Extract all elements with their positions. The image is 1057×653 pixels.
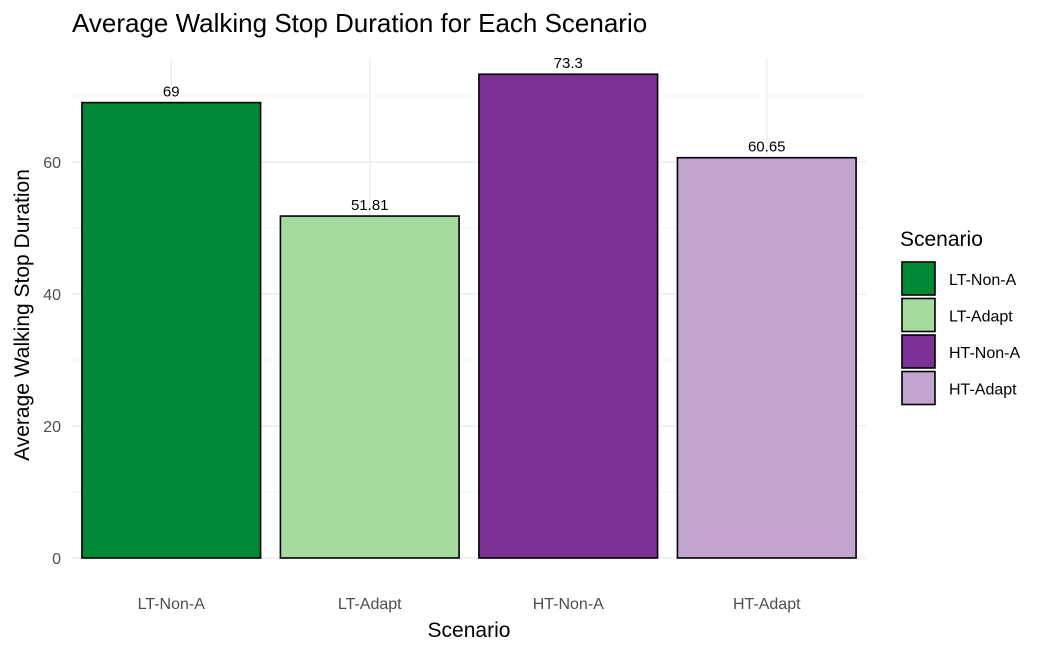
legend-items: LT-Non-A LT-Adapt HT-Non-A HT-Adapt xyxy=(901,261,1020,406)
data-label: 69 xyxy=(163,84,180,101)
legend-title: Scenario xyxy=(900,228,983,251)
y-tick-label: 0 xyxy=(52,551,61,568)
legend-key xyxy=(901,297,936,333)
data-label: 60.65 xyxy=(748,139,786,156)
bar-lt-adapt xyxy=(279,215,460,559)
y-tick-label: 40 xyxy=(43,287,61,304)
data-labels: 69 51.81 73.3 60.65 xyxy=(163,55,786,214)
bar-ht-adapt xyxy=(676,156,857,559)
legend-label: LT-Adapt xyxy=(949,309,1013,326)
legend-key xyxy=(901,370,936,406)
bar-ht-non-a xyxy=(478,73,659,559)
legend-label: HT-Adapt xyxy=(949,382,1017,399)
bars xyxy=(81,73,857,559)
y-axis-title: Average Walking Stop Duration xyxy=(11,169,34,461)
bar-lt-non-a xyxy=(81,101,262,559)
x-tick-label: HT-Adapt xyxy=(733,596,801,613)
data-label: 51.81 xyxy=(351,197,389,214)
y-tick-label: 60 xyxy=(43,155,61,172)
x-axis-title: Scenario xyxy=(428,619,511,642)
data-label: 73.3 xyxy=(554,55,583,72)
legend-label: HT-Non-A xyxy=(949,345,1020,362)
x-tick-label: LT-Non-A xyxy=(138,596,206,613)
x-tick-label: LT-Adapt xyxy=(338,596,402,613)
legend: Scenario LT-Non-A LT-Adapt HT-Non-A HT-Adap… xyxy=(900,228,1020,406)
x-tick-label: HT-Non-A xyxy=(533,596,604,613)
y-axis-ticks: 0 20 40 60 xyxy=(43,155,61,568)
legend-key xyxy=(901,334,936,369)
legend-label: LT-Non-A xyxy=(949,272,1017,289)
chart-title: Average Walking Stop Duration for Each S… xyxy=(72,8,647,38)
legend-key xyxy=(901,261,936,296)
y-tick-label: 20 xyxy=(43,419,61,436)
x-axis-ticks: LT-Non-A LT-Adapt HT-Non-A HT-Adapt xyxy=(138,596,801,613)
